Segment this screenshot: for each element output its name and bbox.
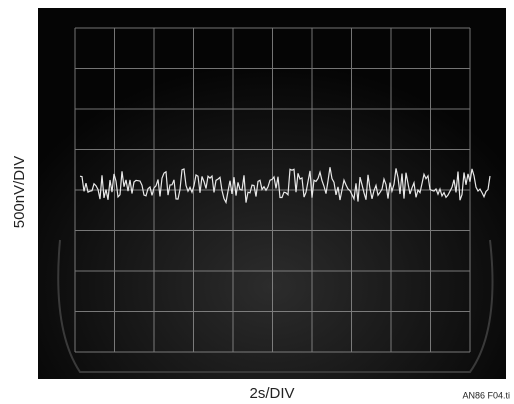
x-label: 2s/DIV — [249, 385, 294, 402]
crt-edge — [57, 239, 494, 373]
y-label: 500nV/DIV — [11, 156, 28, 229]
trace — [79, 167, 491, 205]
figure-id: AN86 F04.ti — [462, 390, 510, 400]
